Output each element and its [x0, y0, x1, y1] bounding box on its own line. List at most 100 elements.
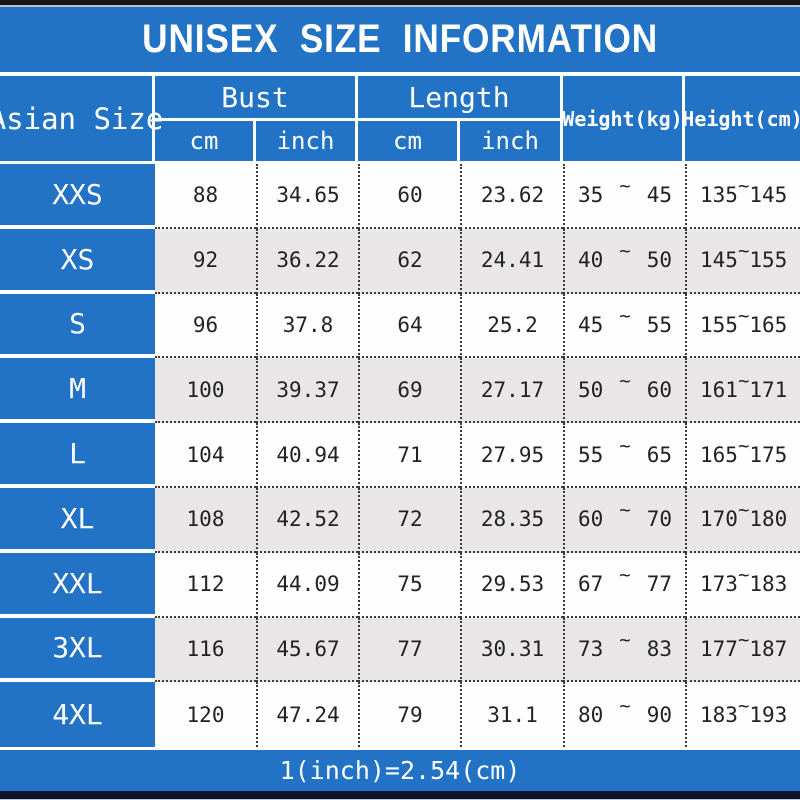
- weight-max: 45: [646, 183, 672, 208]
- length-inch-cell: 24.41: [460, 228, 563, 294]
- weight-min: 80: [578, 702, 604, 727]
- weight-min: 55: [578, 442, 604, 467]
- length-inch-cell: 23.62: [460, 164, 563, 229]
- weight-min: 60: [578, 507, 604, 532]
- tilde-glyph: ~: [619, 564, 631, 587]
- table-row: L 104 40.94 71 27.95 55 ~ 65 165 ~ 175: [0, 423, 800, 488]
- bust-inch-cell: 37.8: [256, 293, 358, 359]
- page-title: UNISEX SIZE INFORMATION: [142, 17, 658, 61]
- height-max: 155: [749, 248, 788, 273]
- table-row: XL 108 42.52 72 28.35 60 ~ 70 170 ~ 180: [0, 487, 800, 553]
- bust-cm-cell: 100: [155, 358, 256, 424]
- height-min: 183: [700, 702, 738, 727]
- tilde-glyph: ~: [737, 369, 750, 392]
- bottom-dark-strip: [0, 791, 800, 800]
- height-range-cell: 183 ~ 193: [685, 682, 800, 748]
- tilde-glyph: ~: [737, 564, 750, 587]
- tilde-glyph: ~: [619, 499, 631, 522]
- table-row: XXL 112 44.09 75 29.53 67 ~ 77 173 ~ 183: [0, 552, 800, 618]
- bust-inch-cell: 44.09: [256, 552, 358, 618]
- length-cm-cell: 64: [358, 293, 460, 359]
- tilde-glyph: ~: [737, 628, 750, 651]
- weight-max: 50: [646, 248, 672, 273]
- length-cm-cell: 77: [358, 617, 460, 683]
- height-range-cell: 170 ~ 180: [685, 487, 800, 553]
- weight-range-cell: 60 ~ 70: [563, 487, 685, 553]
- bust-cm-cell: 120: [155, 682, 256, 748]
- weight-max: 55: [646, 312, 672, 337]
- table-row: S 96 37.8 64 25.2 45 ~ 55 155 ~ 165: [0, 293, 800, 359]
- height-min: 173: [700, 572, 738, 597]
- height-max: 193: [749, 702, 788, 727]
- bust-inch-cell: 34.65: [256, 164, 358, 229]
- tilde-glyph: ~: [737, 240, 750, 263]
- height-range-cell: 155 ~ 165: [685, 293, 800, 359]
- bust-inch-cell: 36.22: [256, 228, 358, 294]
- tilde-glyph: ~: [619, 175, 631, 198]
- bust-cm-cell: 112: [155, 552, 256, 618]
- weight-range-cell: 80 ~ 90: [563, 682, 685, 748]
- weight-max: 60: [646, 377, 672, 402]
- title-bar: UNISEX SIZE INFORMATION: [0, 7, 800, 72]
- header-bust-cm: cm: [155, 121, 256, 161]
- height-max: 187: [749, 636, 788, 661]
- size-label-cell: M: [0, 358, 155, 424]
- height-range-cell: 145 ~ 155: [685, 228, 800, 294]
- size-label-cell: 3XL: [0, 617, 155, 683]
- bust-cm-cell: 108: [155, 487, 256, 553]
- size-label-cell: L: [0, 423, 155, 488]
- title-separator-line: [0, 72, 800, 76]
- weight-range-cell: 50 ~ 60: [563, 358, 685, 424]
- length-cm-cell: 75: [358, 552, 460, 618]
- weight-range-cell: 45 ~ 55: [563, 293, 685, 359]
- tilde-glyph: ~: [619, 694, 631, 717]
- weight-min: 67: [578, 572, 604, 597]
- height-max: 183: [749, 572, 788, 597]
- conversion-note: 1(inch)=2.54(cm): [279, 756, 521, 786]
- table-end-line: [0, 747, 800, 751]
- size-label-cell: 4XL: [0, 682, 155, 748]
- size-label-cell: XXL: [0, 552, 155, 618]
- tilde-glyph: ~: [737, 304, 750, 327]
- header-length: Length: [358, 76, 563, 121]
- height-range-cell: 173 ~ 183: [685, 552, 800, 618]
- weight-min: 40: [578, 248, 604, 273]
- tilde-glyph: ~: [737, 434, 750, 457]
- tilde-glyph: ~: [737, 499, 750, 522]
- weight-min: 73: [578, 636, 604, 661]
- footer-bar: 1(inch)=2.54(cm): [0, 750, 800, 791]
- weight-range-cell: 35 ~ 45: [563, 164, 685, 229]
- table-row: XS 92 36.22 62 24.41 40 ~ 50 145 ~ 155: [0, 228, 800, 294]
- header-bust: Bust: [155, 76, 358, 121]
- header-asian-size: Asian Size: [0, 76, 163, 161]
- height-min: 170: [700, 507, 738, 532]
- length-cm-cell: 69: [358, 358, 460, 424]
- weight-range-cell: 55 ~ 65: [563, 423, 685, 488]
- bust-cm-cell: 116: [155, 617, 256, 683]
- bust-inch-cell: 42.52: [256, 487, 358, 553]
- length-inch-cell: 27.17: [460, 358, 563, 424]
- tilde-glyph: ~: [619, 434, 631, 457]
- weight-max: 90: [646, 702, 672, 727]
- length-cm-cell: 72: [358, 487, 460, 553]
- header-length-inch: inch: [460, 121, 563, 161]
- bust-inch-cell: 40.94: [256, 423, 358, 488]
- weight-max: 65: [646, 442, 672, 467]
- height-max: 180: [749, 507, 788, 532]
- length-cm-cell: 71: [358, 423, 460, 488]
- tilde-glyph: ~: [737, 175, 750, 198]
- length-inch-cell: 30.31: [460, 617, 563, 683]
- table-row: 4XL 120 47.24 79 31.1 80 ~ 90 183 ~ 193: [0, 682, 800, 748]
- height-range-cell: 135 ~ 145: [685, 164, 800, 229]
- header-bust-inch: inch: [256, 121, 358, 161]
- length-inch-cell: 29.53: [460, 552, 563, 618]
- table-row: XXS 88 34.65 60 23.62 35 ~ 45 135 ~ 145: [0, 164, 800, 229]
- table-row: 3XL 116 45.67 77 30.31 73 ~ 83 177 ~ 187: [0, 617, 800, 683]
- tilde-glyph: ~: [619, 369, 631, 392]
- table-body: XXS 88 34.65 60 23.62 35 ~ 45 135 ~ 145 …: [0, 164, 800, 748]
- bust-cm-cell: 88: [155, 164, 256, 229]
- weight-range-cell: 40 ~ 50: [563, 228, 685, 294]
- height-max: 171: [749, 377, 788, 402]
- bust-cm-cell: 92: [155, 228, 256, 294]
